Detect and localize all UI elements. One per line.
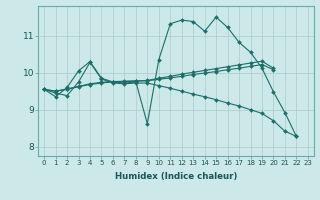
X-axis label: Humidex (Indice chaleur): Humidex (Indice chaleur) <box>115 172 237 181</box>
